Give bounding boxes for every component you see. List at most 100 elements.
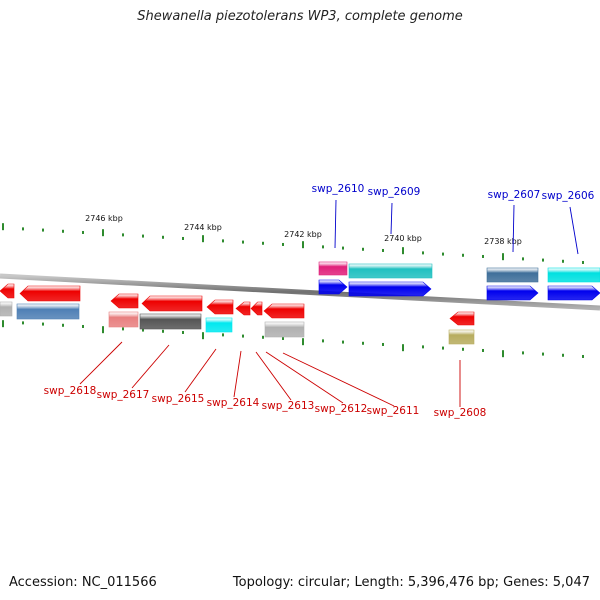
- scale-label: 2744 kbp: [184, 223, 222, 232]
- label-leader-lines: [79, 199, 579, 407]
- gene-arrow-swp2615[interactable]: [141, 295, 203, 312]
- minor-tick: [522, 257, 524, 261]
- minor-tick: [542, 352, 544, 356]
- reverse-leader-line: [184, 348, 217, 393]
- minor-tick: [482, 348, 484, 352]
- gene-label-reverse[interactable]: swp_2612: [315, 403, 368, 415]
- gene-label-forward[interactable]: swp_2609: [368, 186, 421, 198]
- minor-tick: [562, 353, 564, 357]
- gene-features: [0, 261, 600, 345]
- scale-labels: 2746 kbp 2744 kbp 2742 kbp 2740 kbp 2738 kbp: [85, 214, 522, 246]
- gene-arrow-swp2612[interactable]: [250, 301, 263, 316]
- reverse-leader-line: [233, 350, 242, 398]
- gene-arrow-swp2608[interactable]: [449, 311, 475, 326]
- gene-arrow-swp2606[interactable]: [547, 285, 600, 301]
- scale-label: 2738 kbp: [484, 237, 522, 246]
- cog-box-swp2617[interactable]: [108, 311, 139, 328]
- gene-label-reverse[interactable]: swp_2617: [97, 389, 150, 401]
- minor-tick: [322, 339, 324, 343]
- minor-tick: [82, 324, 84, 328]
- forward-leader-line: [334, 199, 337, 249]
- minor-tick: [582, 260, 584, 264]
- gene-labels: swp_2610 swp_2609 swp_2607 swp_2606 swp_2618…: [44, 183, 595, 419]
- major-tick: [102, 326, 104, 334]
- major-tick: [502, 253, 504, 261]
- minor-tick: [422, 251, 424, 255]
- minor-tick: [522, 351, 524, 355]
- minor-tick: [142, 328, 144, 332]
- cog-box-swp2610[interactable]: [318, 261, 348, 276]
- gene-arrow-swp2611[interactable]: [263, 303, 305, 319]
- scale-label: 2746 kbp: [85, 214, 123, 223]
- major-tick: [2, 320, 4, 328]
- cog-box-swp2614[interactable]: [205, 317, 233, 333]
- gene-arrow-swp2618[interactable]: [19, 285, 81, 302]
- gene-label-reverse[interactable]: swp_2618: [44, 385, 97, 397]
- forward-leader-line: [390, 202, 393, 235]
- scale-ticks-inner: [2, 320, 584, 358]
- gene-arrow-left-edge[interactable]: [0, 283, 15, 299]
- minor-tick: [182, 330, 184, 334]
- minor-tick: [22, 227, 24, 231]
- scale-ticks-outer: [2, 223, 584, 264]
- gene-arrow-swp2610[interactable]: [318, 279, 348, 295]
- cog-box-swp2609[interactable]: [348, 263, 433, 279]
- forward-leader-line: [569, 206, 579, 255]
- minor-tick: [42, 228, 44, 232]
- cog-box-left-edge[interactable]: [0, 301, 13, 317]
- gene-arrow-swp2614[interactable]: [206, 299, 234, 315]
- reverse-leader-line: [255, 351, 292, 401]
- gene-arrow-swp2607[interactable]: [486, 285, 539, 301]
- minor-tick: [222, 239, 224, 243]
- minor-tick: [262, 335, 264, 339]
- gene-label-reverse[interactable]: swp_2615: [152, 393, 205, 405]
- minor-tick: [322, 245, 324, 249]
- major-tick: [402, 344, 404, 352]
- gene-arrow-swp2609[interactable]: [348, 281, 432, 297]
- major-tick: [202, 235, 204, 243]
- minor-tick: [22, 321, 24, 325]
- gene-label-reverse[interactable]: swp_2613: [262, 400, 315, 412]
- minor-tick: [242, 240, 244, 244]
- minor-tick: [262, 241, 264, 245]
- minor-tick: [242, 334, 244, 338]
- minor-tick: [422, 345, 424, 349]
- gene-label-forward[interactable]: swp_2607: [488, 189, 541, 201]
- minor-tick: [142, 234, 144, 238]
- gene-label-forward[interactable]: swp_2606: [542, 190, 595, 202]
- minor-tick: [382, 248, 384, 252]
- cog-box-swp2615[interactable]: [139, 313, 202, 330]
- minor-tick: [162, 329, 164, 333]
- minor-tick: [182, 236, 184, 240]
- reverse-leader-line: [282, 352, 395, 407]
- minor-tick: [122, 327, 124, 331]
- reverse-leader-line: [131, 344, 170, 389]
- gene-label-reverse[interactable]: swp_2608: [434, 407, 487, 419]
- gene-arrow-swp2613[interactable]: [235, 301, 251, 316]
- gene-label-forward[interactable]: swp_2610: [312, 183, 365, 195]
- cog-box-swp2606[interactable]: [547, 267, 600, 283]
- major-tick: [102, 229, 104, 237]
- minor-tick: [282, 242, 284, 246]
- minor-tick: [342, 340, 344, 344]
- minor-tick: [442, 252, 444, 256]
- minor-tick: [82, 230, 84, 234]
- major-tick: [302, 241, 304, 249]
- minor-tick: [362, 247, 364, 251]
- minor-tick: [282, 336, 284, 340]
- cog-box-swp2607[interactable]: [486, 267, 539, 283]
- minor-tick: [222, 333, 224, 337]
- gene-label-reverse[interactable]: swp_2611: [367, 405, 420, 417]
- gene-arrow-swp2617[interactable]: [110, 293, 139, 309]
- scale-label: 2742 kbp: [284, 230, 322, 239]
- cog-box-swp2608[interactable]: [448, 329, 475, 345]
- major-tick: [302, 338, 304, 346]
- cog-box-swp2618[interactable]: [16, 303, 80, 320]
- gene-label-reverse[interactable]: swp_2614: [207, 397, 260, 409]
- minor-tick: [562, 259, 564, 263]
- cog-box-swp2611[interactable]: [264, 321, 305, 338]
- major-tick: [402, 247, 404, 255]
- reverse-leader-line: [265, 351, 344, 404]
- minor-tick: [62, 229, 64, 233]
